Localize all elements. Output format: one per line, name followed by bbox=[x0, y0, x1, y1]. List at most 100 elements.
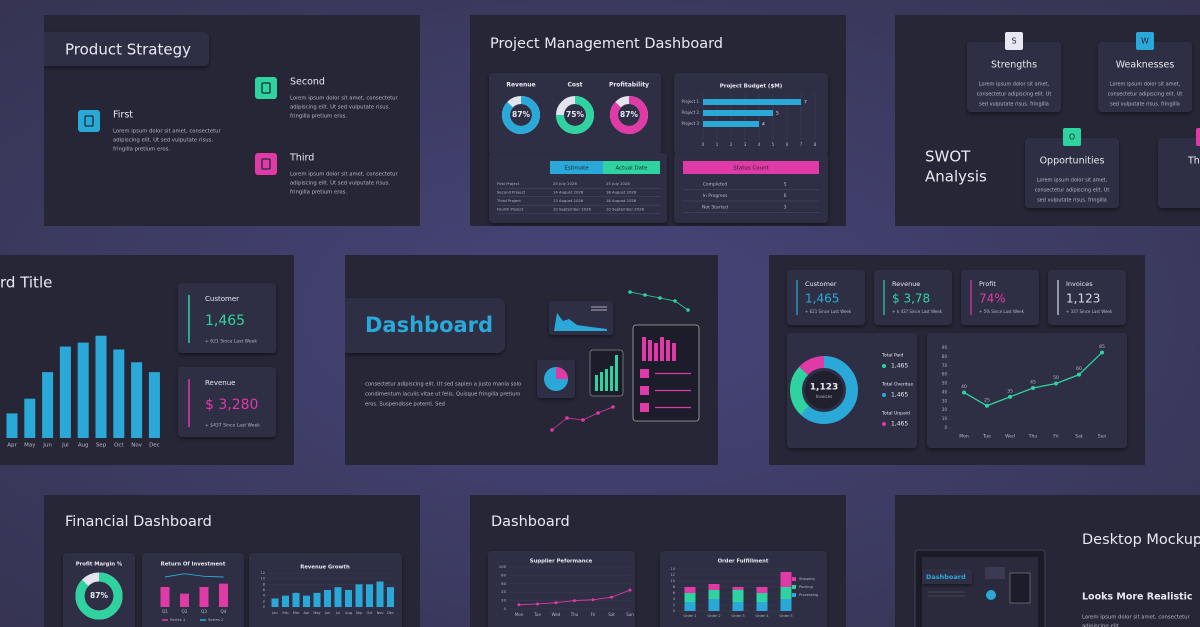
bar-segment bbox=[684, 593, 696, 602]
slide: Project Management Dashboard Revenue 87% Co… bbox=[470, 15, 846, 226]
bar bbox=[113, 349, 125, 438]
illustration bbox=[600, 372, 603, 391]
legend-label: Packing bbox=[799, 585, 813, 589]
x-tick-label: Q2 bbox=[182, 609, 188, 614]
y-tick-label: 0 bbox=[944, 425, 947, 430]
bar-segment bbox=[708, 590, 720, 599]
subtitle: Looks More Realistic bbox=[1082, 592, 1193, 603]
point bbox=[610, 595, 613, 599]
x-tick-label: Wed bbox=[552, 612, 561, 617]
table-cell: Third Project bbox=[496, 198, 521, 203]
table-cell: First Project bbox=[497, 181, 520, 186]
letter-badge bbox=[1136, 32, 1154, 50]
x-tick-label: Order 5 bbox=[779, 614, 792, 618]
bar bbox=[59, 346, 71, 438]
illustration bbox=[640, 403, 649, 412]
table-cell: 10 September 2026 bbox=[606, 207, 644, 212]
table-cell: 18 August 2026 bbox=[606, 198, 637, 203]
kpi-label: Revenue bbox=[892, 280, 920, 288]
x-tick-label: Sat bbox=[608, 612, 615, 617]
card-label: Weaknesses bbox=[1116, 60, 1175, 71]
y-tick-label: 2 bbox=[263, 599, 265, 603]
slide-title: Product Strategy bbox=[65, 41, 191, 59]
value-label: 45 bbox=[1030, 380, 1036, 386]
table-cell: 3 bbox=[784, 205, 787, 211]
bar bbox=[24, 398, 36, 438]
x-tick-label: Thu bbox=[1028, 434, 1038, 440]
card bbox=[961, 270, 1039, 325]
point bbox=[554, 601, 558, 605]
illustration bbox=[595, 375, 598, 391]
x-tick-label: Jun bbox=[324, 611, 330, 615]
card bbox=[787, 270, 865, 325]
kpi-value: 1,465 bbox=[205, 313, 245, 329]
slide: Dashboard consectetur adipiscing elit. Ut… bbox=[345, 255, 718, 465]
illustration bbox=[640, 369, 649, 378]
body-text: consectetur adipiscing elit. Ut sed sapi… bbox=[365, 382, 521, 388]
illustration bbox=[628, 290, 632, 294]
x-tick-label: 3 bbox=[744, 142, 747, 147]
gauge-value: 87% bbox=[512, 110, 530, 119]
bar bbox=[160, 587, 170, 607]
x-tick-label: Wed bbox=[1005, 434, 1015, 440]
bar bbox=[303, 595, 310, 607]
item-icon-glyph bbox=[261, 158, 271, 170]
card bbox=[967, 42, 1061, 112]
bar bbox=[77, 342, 89, 438]
panel-title: Revenue Growth bbox=[300, 565, 350, 571]
table-cell: Completed bbox=[703, 182, 728, 188]
x-tick-label: Fri bbox=[1053, 434, 1058, 440]
value-label: 4 bbox=[762, 122, 765, 128]
card bbox=[178, 283, 276, 353]
item-text: adipiscing elit. Ut sed vulputate risus. bbox=[290, 181, 390, 187]
header-cell bbox=[603, 161, 660, 174]
table-cell: 5 bbox=[784, 182, 787, 188]
x-tick-label: Q4 bbox=[221, 609, 227, 614]
body-text: Lorem ipsum dolor sit amet, consectetur bbox=[1082, 615, 1191, 621]
y-tick-label: 20 bbox=[942, 407, 948, 412]
x-tick-label: Sat bbox=[1075, 434, 1083, 440]
value-label: 5 bbox=[776, 111, 779, 117]
bar-segment bbox=[732, 590, 744, 602]
x-tick-label: Apr bbox=[7, 443, 17, 449]
bar-segment bbox=[756, 602, 768, 611]
table-cell: Not Started bbox=[702, 205, 728, 211]
x-tick-label: Order 3 bbox=[731, 614, 744, 618]
legend-value: 1,465 bbox=[891, 421, 908, 428]
illustration bbox=[642, 337, 646, 361]
item-icon bbox=[78, 110, 100, 132]
gauge-value: 75% bbox=[566, 110, 584, 119]
illustration bbox=[615, 355, 618, 391]
kpi-label: Profit bbox=[979, 280, 996, 288]
donut-hole bbox=[805, 371, 843, 409]
illustration bbox=[605, 369, 608, 391]
point bbox=[591, 598, 595, 602]
slide: SWOT Analysis S Strengths Lorem ipsum dolor … bbox=[895, 15, 1200, 226]
card-text: Lorem ipsum dolor sit amet, bbox=[979, 82, 1050, 88]
table-cell: 6 bbox=[784, 193, 787, 199]
bar bbox=[95, 335, 107, 438]
point bbox=[1008, 394, 1012, 399]
card-label: Strengths bbox=[991, 60, 1037, 71]
card-text: sed vulputate risus. fringilla bbox=[1110, 102, 1180, 108]
card bbox=[1025, 138, 1119, 208]
bar bbox=[376, 581, 384, 607]
y-tick-label: 60 bbox=[501, 581, 506, 586]
donut-segment bbox=[790, 356, 858, 424]
illustration bbox=[640, 386, 649, 395]
kpi-label: Customer bbox=[205, 295, 239, 303]
item-icon bbox=[255, 77, 277, 99]
item-label: Third bbox=[289, 153, 314, 164]
badge-letter: S bbox=[1011, 37, 1016, 46]
x-tick-label: Thu bbox=[570, 612, 579, 617]
illustration bbox=[672, 343, 676, 361]
x-tick-label: 7 bbox=[800, 142, 803, 147]
item-label: Second bbox=[290, 77, 325, 88]
screen-title: Dashboard bbox=[926, 573, 966, 581]
kpi-note: + 337 Since Last Week bbox=[1066, 309, 1113, 314]
item-text: Lorem ipsum dolor sit amet, consectetur bbox=[290, 172, 399, 178]
bar bbox=[387, 587, 394, 607]
category-label: Project 1 bbox=[681, 99, 699, 104]
y-tick-label: 14 bbox=[671, 567, 676, 571]
column-header: Estimate bbox=[564, 166, 589, 172]
